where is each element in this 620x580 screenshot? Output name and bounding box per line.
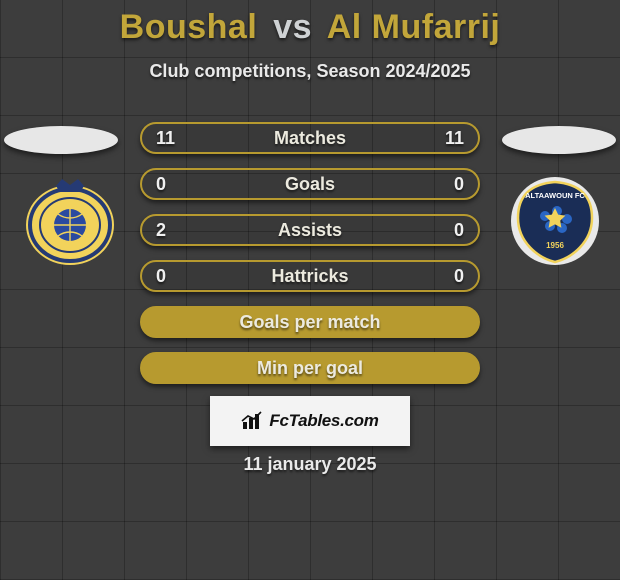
stat-bar: 2Assists0 bbox=[140, 214, 480, 246]
brand-text: FcTables.com bbox=[269, 411, 378, 431]
player2-name: Al Mufarrij bbox=[327, 8, 501, 46]
player2-name-pill bbox=[502, 126, 616, 154]
al-taawoun-icon: ALTAAWOUN FC 1956 bbox=[510, 176, 600, 266]
stat-bar: 0Goals0 bbox=[140, 168, 480, 200]
stat-bar: Goals per match bbox=[140, 306, 480, 338]
stat-bars: 11Matches110Goals02Assists00Hattricks0Go… bbox=[140, 122, 480, 398]
stat-bar: Min per goal bbox=[140, 352, 480, 384]
stat-bar: 0Hattricks0 bbox=[140, 260, 480, 292]
page-title: Boushal vs Al Mufarrij bbox=[0, 0, 620, 47]
badge-right-label: ALTAAWOUN FC bbox=[525, 191, 585, 200]
al-nassr-icon bbox=[20, 176, 120, 266]
stat-label: Hattricks bbox=[142, 262, 478, 290]
stat-label: Assists bbox=[142, 216, 478, 244]
stat-label: Min per goal bbox=[142, 354, 478, 382]
stat-bar: 11Matches11 bbox=[140, 122, 480, 154]
stat-value-right: 11 bbox=[445, 124, 464, 152]
brand-watermark: FcTables.com bbox=[210, 396, 410, 446]
badge-right-year: 1956 bbox=[546, 241, 564, 250]
stat-label: Goals bbox=[142, 170, 478, 198]
club-badge-left bbox=[20, 176, 120, 266]
stat-value-right: 0 bbox=[454, 262, 464, 290]
stat-value-right: 0 bbox=[454, 170, 464, 198]
vs-text: vs bbox=[273, 8, 312, 46]
stat-label: Matches bbox=[142, 124, 478, 152]
stat-value-right: 0 bbox=[454, 216, 464, 244]
club-badge-right: ALTAAWOUN FC 1956 bbox=[510, 176, 600, 266]
player1-name: Boushal bbox=[120, 8, 258, 46]
player1-name-pill bbox=[4, 126, 118, 154]
date-text: 11 january 2025 bbox=[0, 454, 620, 475]
chart-icon bbox=[241, 411, 263, 431]
subtitle: Club competitions, Season 2024/2025 bbox=[0, 61, 620, 82]
stat-label: Goals per match bbox=[142, 308, 478, 336]
